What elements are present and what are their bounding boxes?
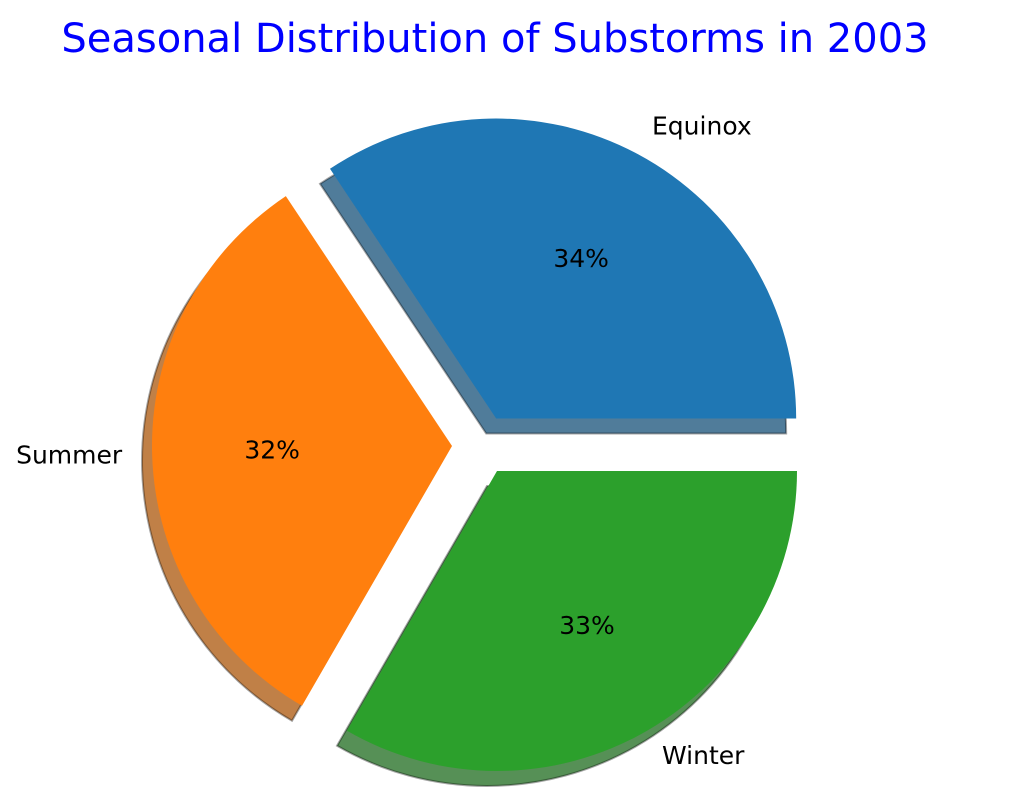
chart-title: Seasonal Distribution of Substorms in 20…	[61, 16, 929, 62]
slice-label-winter: Winter	[662, 741, 745, 770]
pct-label-equinox: 34%	[553, 244, 609, 273]
slice-label-equinox: Equinox	[652, 112, 752, 141]
label-layer: Equinox 34% Summer 32% Winter 33%	[16, 112, 752, 770]
slice-layer	[152, 118, 797, 771]
slice-equinox	[329, 118, 797, 419]
slice-winter	[347, 470, 797, 771]
pct-label-summer: 32%	[244, 436, 300, 465]
pct-label-winter: 33%	[559, 611, 615, 640]
slice-summer	[152, 196, 453, 706]
slice-label-summer: Summer	[16, 440, 123, 469]
